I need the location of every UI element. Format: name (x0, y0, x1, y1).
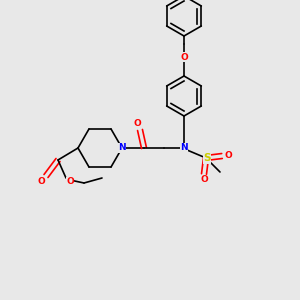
Text: S: S (203, 153, 211, 163)
Text: N: N (180, 143, 188, 152)
Text: O: O (133, 119, 141, 128)
Text: O: O (66, 178, 74, 187)
Text: O: O (200, 176, 208, 184)
Text: O: O (180, 52, 188, 62)
Text: O: O (37, 176, 45, 185)
Text: O: O (224, 152, 232, 160)
Text: N: N (118, 143, 126, 152)
